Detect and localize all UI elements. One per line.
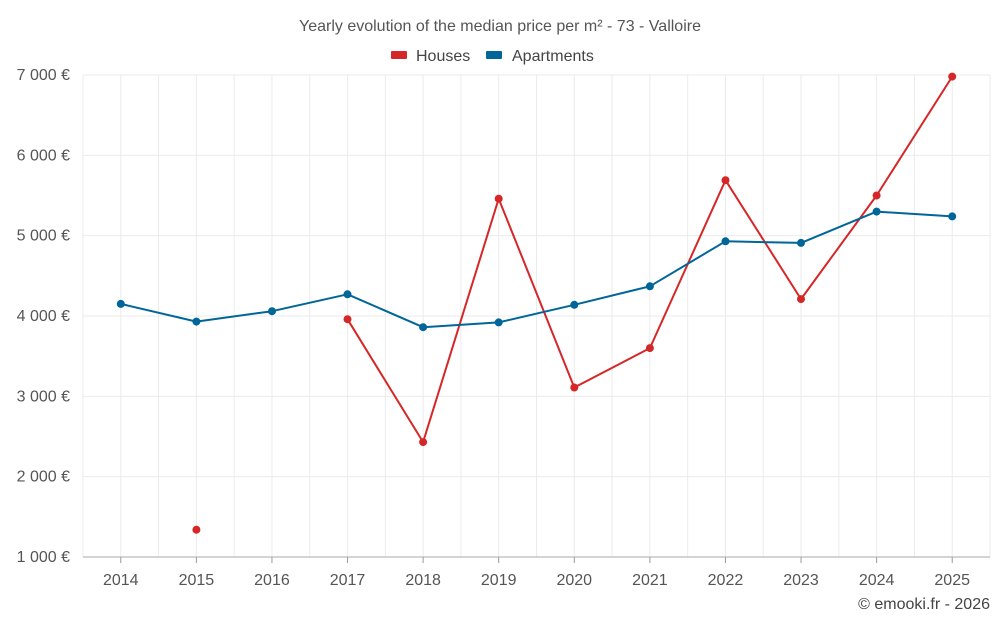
credit-text: © emooki.fr - 2026: [858, 596, 990, 613]
series-line-apartments: [120, 210, 953, 329]
y-tick-label: 4 000 €: [17, 308, 70, 325]
data-point-houses-2022[interactable]: [721, 176, 730, 185]
grid-layer: [82, 74, 991, 557]
data-point-houses-2025[interactable]: [948, 72, 957, 81]
data-point-apartments-2014[interactable]: [116, 299, 125, 308]
data-point-apartments-2015[interactable]: [192, 317, 201, 326]
axis-layer: 1 000 € 2 000 € 3 000 € 4 000 € 5 000 € 6 000…: [17, 67, 990, 589]
y-tick-label: 2 000 €: [17, 469, 70, 486]
data-point-houses-2020[interactable]: [570, 383, 579, 392]
chart-title: Yearly evolution of the median price per…: [299, 18, 701, 35]
data-point-apartments-2017[interactable]: [343, 290, 352, 299]
series-houses: [192, 72, 957, 534]
data-point-houses-2015[interactable]: [192, 525, 201, 534]
x-tick-label: 2014: [103, 572, 139, 589]
x-tick-label: 2023: [783, 572, 819, 589]
legend-swatch-houses: [391, 51, 407, 59]
data-point-apartments-2018[interactable]: [419, 323, 428, 332]
data-point-houses-2018[interactable]: [419, 438, 428, 447]
y-tick-label: 5 000 €: [17, 228, 70, 245]
data-point-apartments-2022[interactable]: [721, 237, 730, 246]
x-tick-label: 2018: [405, 572, 441, 589]
data-point-apartments-2020[interactable]: [570, 300, 579, 309]
y-tick-label: 3 000 €: [17, 388, 70, 405]
data-point-apartments-2023[interactable]: [797, 238, 805, 247]
legend-swatch-apartments: [486, 51, 502, 59]
data-point-houses-2019[interactable]: [494, 194, 503, 203]
x-tick-label: 2020: [556, 572, 592, 589]
x-tick-label: 2021: [632, 572, 668, 589]
data-point-houses-2024[interactable]: [872, 191, 881, 200]
data-point-houses-2023[interactable]: [797, 295, 805, 304]
data-point-apartments-2016[interactable]: [268, 307, 276, 316]
x-tick-label: 2019: [481, 572, 517, 589]
x-tick-label: 2017: [330, 572, 366, 589]
data-point-apartments-2025[interactable]: [948, 212, 957, 221]
y-tick-label: 6 000 €: [17, 147, 70, 164]
data-point-apartments-2019[interactable]: [494, 318, 503, 327]
data-point-apartments-2021[interactable]: [645, 282, 654, 291]
data-point-houses-2021[interactable]: [645, 344, 654, 353]
legend-item-houses[interactable]: Houses: [391, 48, 470, 65]
legend-item-apartments[interactable]: Apartments: [486, 48, 594, 65]
series-apartments: [116, 207, 957, 332]
x-tick-label: 2022: [708, 572, 744, 589]
x-tick-label: 2024: [859, 572, 895, 589]
legend-label-houses: Houses: [416, 48, 470, 65]
data-point-houses-2017[interactable]: [343, 315, 352, 324]
y-tick-label: 1 000 €: [17, 549, 70, 566]
x-tick-label: 2025: [934, 572, 970, 589]
x-tick-label: 2016: [254, 572, 290, 589]
y-tick-label: 7 000 €: [17, 67, 70, 84]
legend-label-apartments: Apartments: [512, 48, 594, 65]
data-point-apartments-2024[interactable]: [872, 207, 881, 216]
legend: Houses Apartments: [391, 48, 594, 65]
x-tick-label: 2015: [179, 572, 215, 589]
series-layer: [116, 72, 957, 534]
